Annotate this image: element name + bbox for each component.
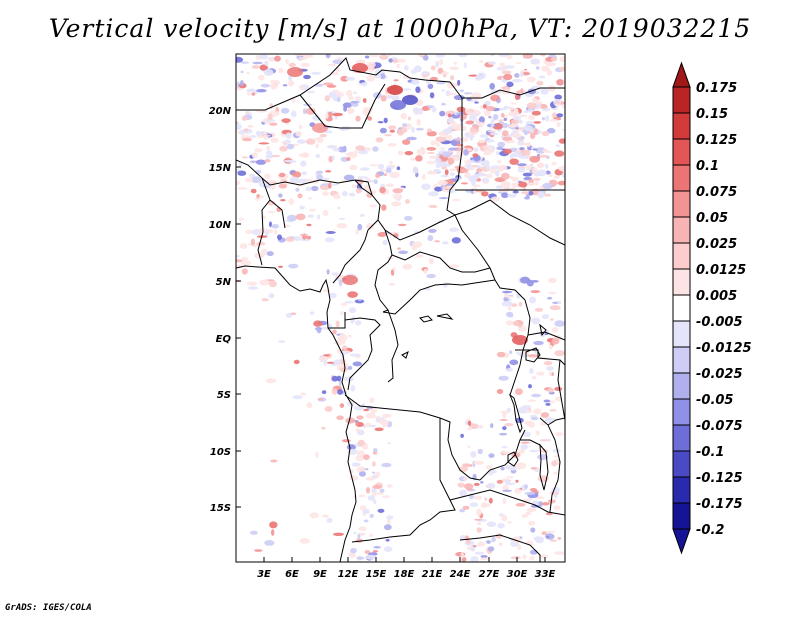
colorbar-top-arrow xyxy=(672,61,691,88)
colorbar-segment xyxy=(672,86,691,114)
colorbar-segment xyxy=(672,398,691,426)
colorbar-label: -0.1 xyxy=(696,445,724,460)
colorbar-label: -0.025 xyxy=(696,367,743,382)
velocity-field xyxy=(236,54,565,562)
colorbar-label: 0.175 xyxy=(696,81,737,96)
colorbar-segment xyxy=(672,164,691,192)
lon-label: 33E xyxy=(535,569,556,580)
colorbar-segment xyxy=(672,294,691,322)
colorbar-label: -0.2 xyxy=(696,523,724,538)
map-frame xyxy=(235,53,566,563)
colorbar-label: -0.005 xyxy=(696,315,743,330)
colorbar-segment xyxy=(672,268,691,296)
colorbar-label: 0.1 xyxy=(696,159,719,174)
lat-label: 15S xyxy=(210,503,231,514)
lon-label: 12E xyxy=(338,569,359,580)
colorbar-segment xyxy=(672,216,691,244)
lon-label: 30E xyxy=(507,569,528,580)
colorbar-label: 0.125 xyxy=(696,133,737,148)
colorbar-label: 0.075 xyxy=(696,185,737,200)
lat-label: 5N xyxy=(216,277,232,288)
colorbar-label: -0.05 xyxy=(696,393,733,408)
colorbar-label: 0.0125 xyxy=(696,263,746,278)
colorbar-segment xyxy=(672,476,691,504)
colorbar-label: -0.075 xyxy=(696,419,743,434)
lon-label: 3E xyxy=(257,569,271,580)
lon-label: 27E xyxy=(479,569,500,580)
latitude-axis: 20N 15N 10N 5N EQ 5S 10S 15S xyxy=(209,106,241,514)
footer-credit: GrADS: IGES/COLA xyxy=(5,603,92,613)
lat-label: 15N xyxy=(209,163,232,174)
colorbar-label: 0.05 xyxy=(696,211,728,226)
map-title: Vertical velocity [m/s] at 1000hPa, VT: … xyxy=(48,14,752,43)
country-borders xyxy=(236,57,565,562)
colorbar-label: 0.025 xyxy=(696,237,737,252)
lon-label: 21E xyxy=(422,569,443,580)
colorbar-segment xyxy=(672,372,691,400)
colorbar-segment xyxy=(672,450,691,478)
colorbar-label: -0.0125 xyxy=(696,341,752,356)
colorbar-segment xyxy=(672,138,691,166)
lakes xyxy=(401,313,549,491)
colorbar-segment xyxy=(672,242,691,270)
lat-label: 5S xyxy=(217,390,231,401)
colorbar-bottom-arrow xyxy=(672,528,691,555)
colorbar-segment xyxy=(672,190,691,218)
lon-label: 24E xyxy=(450,569,471,580)
colorbar-label: -0.125 xyxy=(696,471,743,486)
lat-label: 20N xyxy=(209,106,232,117)
colorbar: 0.175 0.15 0.125 0.1 0.075 0.05 0.025 0.0125 0.0… xyxy=(672,61,752,555)
colorbar-segment xyxy=(672,502,691,530)
lon-label: 15E xyxy=(366,569,387,580)
longitude-axis: 3E 6E 9E 12E 15E 18E 21E 24E 27E 30E 33E xyxy=(257,557,556,580)
lon-label: 18E xyxy=(394,569,415,580)
colorbar-segment xyxy=(672,346,691,374)
colorbar-label: 0.15 xyxy=(696,107,728,122)
lat-label: EQ xyxy=(216,334,232,345)
lon-label: 9E xyxy=(313,569,327,580)
colorbar-segment xyxy=(672,112,691,140)
lat-label: 10S xyxy=(210,447,231,458)
colorbar-label: 0.005 xyxy=(696,289,737,304)
lon-label: 6E xyxy=(285,569,299,580)
colorbar-label: -0.175 xyxy=(696,497,743,512)
colorbar-segment xyxy=(672,320,691,348)
lat-label: 10N xyxy=(209,220,232,231)
colorbar-segment xyxy=(672,424,691,452)
